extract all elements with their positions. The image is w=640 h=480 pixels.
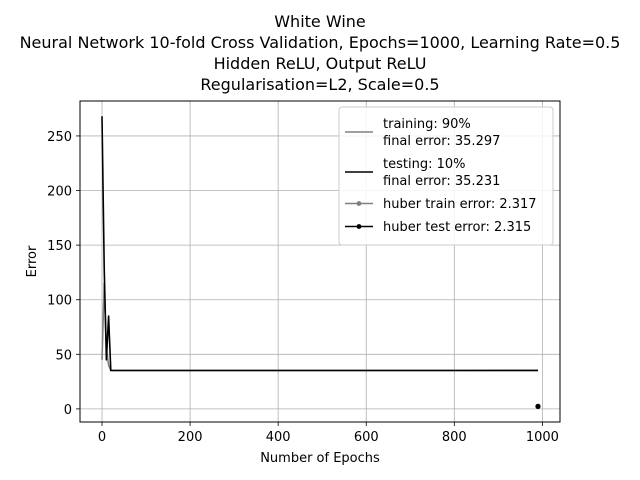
series-3-point: [535, 403, 541, 409]
legend-marker-2: [356, 201, 362, 206]
series-1-line: [101, 116, 539, 372]
chart-title-line-3: Hidden ReLU, Output ReLU: [213, 54, 427, 73]
y-tick-label: 200: [47, 185, 72, 200]
x-tick-label: 400: [266, 430, 291, 445]
y-tick-label: 250: [47, 130, 72, 145]
legend-box: [338, 106, 554, 246]
x-tick-label: 800: [442, 430, 467, 445]
y-tick-label: 150: [47, 239, 72, 254]
legend: training: 90% final error: 35.297 testing:…: [338, 106, 554, 246]
y-axis-label: Error: [25, 245, 40, 277]
x-tick-label: 600: [354, 430, 379, 445]
legend-label-1: testing: 10%: [383, 157, 465, 172]
x-tick-label: 0: [98, 430, 106, 445]
chart-title-line-1: White Wine: [274, 12, 366, 31]
legend-label-0: final error: 35.297: [383, 134, 500, 149]
series-layer: [101, 116, 541, 409]
x-axis-label: Number of Epochs: [260, 451, 380, 466]
series-0-line: [101, 282, 538, 372]
legend-label-0: training: 90%: [383, 117, 471, 132]
y-tick-label: 0: [64, 403, 72, 418]
chart-title-line-4: Regularisation=L2, Scale=0.5: [200, 75, 440, 94]
legend-marker-3: [356, 224, 362, 229]
axis-ticks: 0 200 400 600 800 1000 0 50 100 150 200 250: [47, 130, 559, 445]
chart-title-line-2: Neural Network 10-fold Cross Validation,…: [19, 33, 621, 52]
x-tick-label: 1000: [526, 430, 559, 445]
legend-label-2: huber train error: 2.317: [383, 197, 537, 212]
plot-frame: [79, 100, 561, 423]
x-tick-label: 200: [178, 430, 203, 445]
legend-label-1: final error: 35.231: [383, 174, 500, 189]
y-tick-label: 50: [55, 348, 72, 363]
legend-label-3: huber test error: 2.315: [383, 220, 531, 235]
y-tick-label: 100: [47, 294, 72, 309]
